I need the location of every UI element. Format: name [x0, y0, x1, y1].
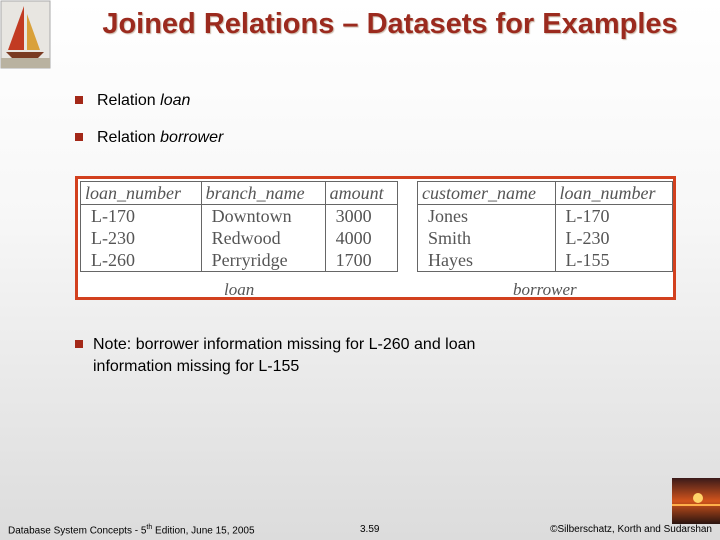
header-row: customer_name loan_number	[417, 181, 674, 205]
table-cell: L-230	[80, 227, 202, 249]
bullet-text: Relation	[97, 129, 156, 146]
column-header: branch_name	[200, 181, 326, 205]
footer-left: Database System Concepts - 5th Edition, …	[8, 524, 255, 536]
table-cell: 4000	[324, 227, 399, 249]
table-cell: L-260	[80, 249, 202, 272]
table-body: Jones L-170 Smith L-230 Hayes L-155	[417, 204, 674, 272]
table-cell: L-170	[554, 204, 674, 227]
column-header: amount	[324, 181, 399, 205]
footer-right: ©Silberschatz, Korth and Sudarshan	[550, 524, 712, 535]
slide-title: Joined Relations – Datasets for Examples	[102, 8, 678, 40]
note-bullet: Note: borrower information missing for L…	[75, 334, 545, 378]
table-row: Hayes L-155	[417, 249, 674, 272]
table-row: Smith L-230	[417, 227, 674, 249]
table-row: L-260 Perryridge 1700	[80, 249, 399, 272]
bullet-term: loan	[160, 92, 191, 109]
table-cell: Jones	[417, 204, 556, 227]
table-cell: L-155	[554, 249, 674, 272]
table-row: Jones L-170	[417, 204, 674, 227]
table-cell: Hayes	[417, 249, 556, 272]
table-cell: Downtown	[200, 204, 326, 227]
borrower-table: customer_name loan_number Jones L-170 Smith L…	[417, 181, 674, 272]
table-body: L-170 Downtown 3000 L-230 Redwood 4000 L-260 Pe…	[80, 204, 399, 272]
footer-text: Edition, June 15, 2005	[152, 525, 255, 537]
loan-table: loan_number branch_name amount L-170 Downtow…	[80, 181, 399, 272]
table-cell: Smith	[417, 227, 556, 249]
table-cell: 1700	[324, 249, 399, 272]
table-head: loan_number branch_name amount	[80, 181, 399, 205]
table-row: L-230 Redwood 4000	[80, 227, 399, 249]
table-caption: borrower	[513, 280, 577, 299]
table-cell: L-170	[80, 204, 202, 227]
sunset-image	[672, 478, 720, 524]
relations-figure: loan_number branch_name amount L-170 Downtow…	[75, 176, 676, 300]
column-header: loan_number	[554, 181, 674, 205]
bullet-term: borrower	[160, 129, 224, 146]
table-head: customer_name loan_number	[417, 181, 674, 205]
note-text: Note: borrower information missing for L…	[93, 336, 476, 375]
header-row: loan_number branch_name amount	[80, 181, 399, 205]
bullet: Relation loan	[75, 92, 190, 110]
table-cell: Perryridge	[200, 249, 326, 272]
table-cell: 3000	[324, 204, 399, 227]
logo-sailboat	[0, 0, 51, 69]
footer-text: Database System Concepts - 5	[8, 525, 147, 537]
column-header: customer_name	[417, 181, 556, 205]
bullet: Relation borrower	[75, 129, 223, 147]
table-cell: L-230	[554, 227, 674, 249]
page-number: 3.59	[360, 524, 380, 535]
table-row: L-170 Downtown 3000	[80, 204, 399, 227]
column-header: loan_number	[80, 181, 202, 205]
table-cell: Redwood	[200, 227, 326, 249]
footer-sup: th	[146, 524, 153, 531]
table-caption: loan	[224, 280, 255, 299]
bullet-text: Relation	[97, 92, 156, 109]
